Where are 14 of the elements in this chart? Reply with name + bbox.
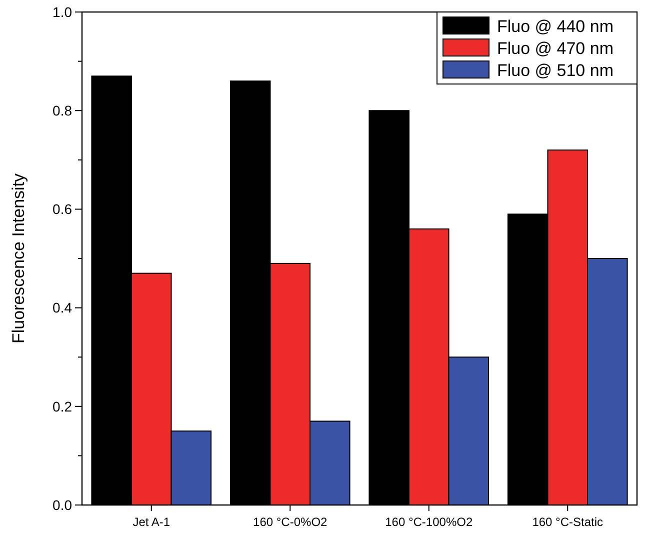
x-tick-label: 160 °C-0%O2 [253, 515, 328, 529]
x-tick-label: 160 °C-Static [532, 515, 604, 529]
y-tick-label: 0.6 [52, 201, 72, 218]
legend-label: Fluo @ 470 nm [497, 38, 614, 58]
y-tick-label: 1.0 [52, 4, 72, 20]
legend-label: Fluo @ 440 nm [497, 16, 614, 36]
y-tick-label: 0.0 [52, 496, 72, 513]
legend-label: Fluo @ 510 nm [497, 60, 614, 80]
y-axis-title: Fluorescence Intensity [9, 172, 28, 344]
y-tick-label: 0.2 [52, 398, 72, 414]
y-tick-label: 0.4 [52, 300, 72, 316]
x-tick-label: Jet A-1 [132, 515, 170, 529]
y-tick-label: 0.8 [52, 102, 72, 118]
x-tick-label: 160 °C-100%O2 [385, 515, 473, 529]
